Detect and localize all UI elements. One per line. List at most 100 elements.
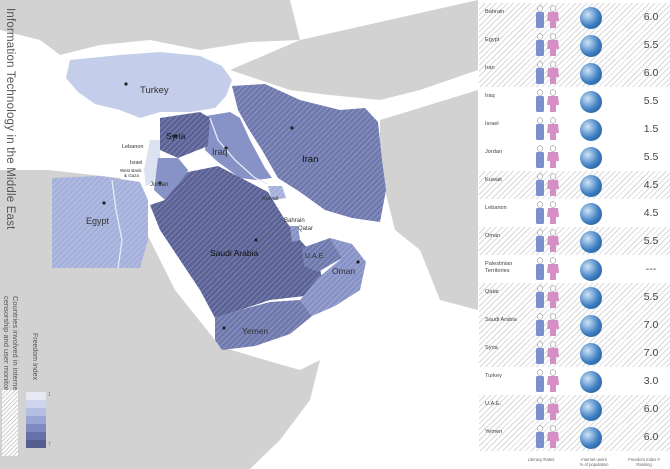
freedom-value: 7.0	[643, 319, 659, 331]
table-row: Oman 5.5	[479, 227, 670, 255]
country-name: Iraq	[485, 93, 495, 99]
table-row: Jordan 5.5	[479, 143, 670, 171]
label-yemen: Yemen	[242, 326, 268, 336]
freedom-value: 4.5	[643, 207, 659, 219]
country-name: Kuwait	[485, 177, 502, 183]
country-name: U.A.E.	[485, 401, 502, 407]
asia-land	[380, 90, 478, 310]
country-name: Israel	[485, 121, 499, 127]
capital-dots	[102, 82, 360, 330]
freedom-value: 5.5	[643, 151, 659, 163]
freedom-value: 5.5	[643, 95, 659, 107]
country-name: Iran	[485, 65, 495, 71]
country-name: Syria	[485, 345, 498, 351]
freedom-value: 7.0	[643, 347, 659, 359]
label-jordan: Jordan	[150, 182, 168, 188]
country-name: Turkey	[485, 373, 502, 379]
internet-globe-icon	[580, 287, 602, 309]
freedom-value: 4.5	[643, 179, 659, 191]
country-name: Bahrain	[485, 9, 505, 15]
label-qatar: Qatar	[298, 226, 313, 232]
country-name: Lebanon	[485, 205, 507, 211]
literacy-people-icon	[536, 229, 559, 252]
internet-globe-icon	[580, 119, 602, 141]
freedom-value: 6.0	[643, 11, 659, 23]
scale-min: 1	[48, 392, 51, 398]
label-iran: Iran	[302, 154, 318, 165]
freedom-value: 1.5	[643, 123, 659, 135]
censorship-hatch-key	[2, 390, 18, 456]
country-name: Jordan	[485, 149, 503, 155]
literacy-people-icon	[536, 145, 559, 168]
internet-globe-icon	[580, 315, 602, 337]
freedom-value: 6.0	[643, 67, 659, 79]
internet-globe-icon	[580, 231, 602, 253]
label-uae: U.A.E.	[305, 253, 325, 260]
internet-globe-icon	[580, 371, 602, 393]
country-name: Egypt	[485, 37, 500, 43]
caucasus-land	[230, 0, 478, 100]
table-row: Saudi Arabia 7.0	[479, 311, 670, 339]
internet-globe-icon	[580, 175, 602, 197]
col-freedom: Freedom Index # Ranking	[628, 457, 660, 467]
scale-max: 7	[48, 442, 51, 448]
label-saudi: Saudi Arabia	[210, 248, 258, 258]
label-iraq: Iraq	[212, 147, 228, 157]
table-row: Egypt 5.5	[479, 31, 670, 59]
country-name: Yemen	[485, 429, 503, 435]
internet-globe-icon	[580, 35, 602, 57]
freedom-value: 6.0	[643, 431, 659, 443]
table-row: Palestinian Territories ---	[479, 255, 670, 283]
table-row: Syria 7.0	[479, 339, 670, 367]
country-name: Saudi Arabia	[485, 317, 517, 323]
table-row: U.A.E. 6.0	[479, 395, 670, 423]
label-syria: Syria	[166, 131, 186, 141]
table-row: Israel 1.5	[479, 115, 670, 143]
table-row: Iraq 5.5	[479, 87, 670, 115]
country-table: Bahrain 6.0 Egypt 5.5 Iran 6.0 Iraq 5.5 Israel 1.…	[479, 0, 670, 469]
literacy-people-icon	[536, 285, 559, 308]
internet-globe-icon	[580, 399, 602, 421]
internet-globe-icon	[580, 203, 602, 225]
internet-globe-icon	[580, 147, 602, 169]
literacy-people-icon	[536, 257, 559, 280]
label-bahrain: Bahrain	[284, 218, 305, 224]
freedom-scale: 1 7	[26, 392, 51, 448]
table-row: Kuwait 4.5	[479, 171, 670, 199]
literacy-people-icon	[536, 341, 559, 364]
label-oman: Oman	[332, 266, 355, 276]
label-west-bank: West Bank	[120, 168, 142, 173]
table-row: Turkey 3.0	[479, 367, 670, 395]
freedom-value: 3.0	[643, 375, 659, 387]
table-row: Yemen 6.0	[479, 423, 670, 451]
country-name: Oman	[485, 233, 501, 239]
table-row: Qatar 5.5	[479, 283, 670, 311]
literacy-people-icon	[536, 89, 559, 112]
freedom-value: 5.5	[643, 39, 659, 51]
label-egypt: Egypt	[86, 216, 110, 226]
internet-globe-icon	[580, 427, 602, 449]
literacy-people-icon	[536, 425, 559, 448]
literacy-people-icon	[536, 397, 559, 420]
label-turkey: Turkey	[140, 85, 169, 96]
internet-globe-icon	[580, 343, 602, 365]
literacy-people-icon	[536, 33, 559, 56]
col-literacy: Literacy Rates	[527, 457, 555, 462]
freedom-value: 6.0	[643, 403, 659, 415]
literacy-people-icon	[536, 117, 559, 140]
nile-river	[111, 179, 123, 269]
country-name: Palestinian Territories	[485, 261, 513, 274]
literacy-people-icon	[536, 5, 559, 28]
internet-globe-icon	[580, 259, 602, 281]
table-row: Bahrain 6.0	[479, 3, 670, 31]
freedom-value: 5.5	[643, 235, 659, 247]
middle-east-map: Turkey Syria Lebanon Israel West Bank & …	[0, 0, 478, 469]
literacy-people-icon	[536, 173, 559, 196]
literacy-people-icon	[536, 369, 559, 392]
freedom-value: 5.5	[643, 291, 659, 303]
label-israel: Israel	[130, 160, 142, 166]
tigris-euphrates	[209, 117, 269, 185]
freedom-value: ---	[645, 263, 657, 275]
rivers	[111, 117, 269, 269]
literacy-people-icon	[536, 61, 559, 84]
